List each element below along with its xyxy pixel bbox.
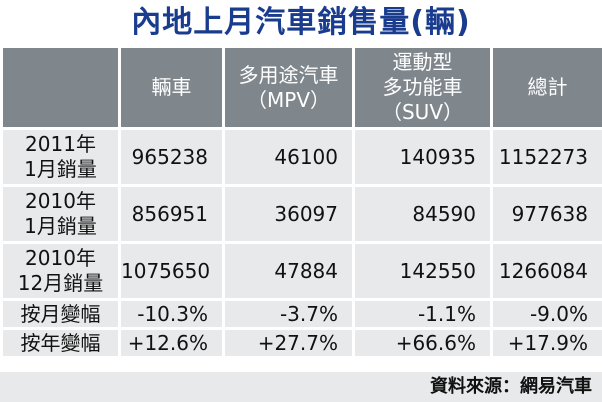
data-cell: +66.6% — [352, 327, 493, 359]
column-header: 多用途汽車 （MPV） — [222, 45, 355, 130]
text-line: 1月銷量 — [24, 157, 97, 181]
data-cell: 1152273 — [490, 127, 602, 187]
column-header: 運動型 多功能車 （SUV） — [352, 45, 493, 130]
header-row: 輛車 多用途汽車 （MPV） 運動型 多功能車 （SUV） 總計 — [0, 45, 602, 130]
text-line: 運動型 — [392, 50, 453, 74]
text-line: 2011年 — [25, 132, 96, 156]
column-header: 輛車 — [118, 45, 225, 130]
data-cell: 140935 — [352, 127, 493, 187]
text-line: 按月變幅 — [20, 301, 101, 326]
row-label: 按年變幅 — [0, 327, 121, 359]
column-header: 總計 — [490, 45, 602, 130]
data-cell: -1.1% — [352, 298, 493, 330]
data-cell: -9.0% — [490, 298, 602, 330]
data-cell: 46100 — [222, 127, 355, 187]
text-line: 1月銷量 — [24, 214, 97, 238]
text-line: 輛車 — [151, 75, 192, 99]
row-label: 2010年 1月銷量 — [0, 184, 121, 244]
text-line: （SUV） — [381, 100, 463, 124]
data-cell: +17.9% — [490, 327, 602, 359]
text-line: 12月銷量 — [17, 271, 104, 295]
data-cell: 977638 — [490, 184, 602, 244]
data-cell: 1075650 — [118, 241, 225, 301]
data-cell: 84590 — [352, 184, 493, 244]
sales-table: 輛車 多用途汽車 （MPV） 運動型 多功能車 （SUV） 總計 2011年 1月銷量 9652… — [0, 45, 602, 359]
data-cell: 965238 — [118, 127, 225, 187]
text-line: 按年變幅 — [20, 330, 101, 355]
text-line: 2010年 — [25, 189, 96, 213]
data-cell: -3.7% — [222, 298, 355, 330]
row-label: 2010年 12月銷量 — [0, 241, 121, 301]
data-cell: +12.6% — [118, 327, 225, 359]
data-cell: +27.7% — [222, 327, 355, 359]
data-cell: 142550 — [352, 241, 493, 301]
text-line: 多功能車 — [382, 75, 463, 99]
data-cell: 36097 — [222, 184, 355, 244]
text-line: 2010年 — [25, 246, 96, 270]
table-row: 2010年 12月銷量 1075650 47884 142550 1266084 — [0, 241, 602, 301]
data-cell: 47884 — [222, 241, 355, 301]
title: 內地上月汽車銷售量(輛) — [131, 5, 471, 40]
table-row: 按年變幅 +12.6% +27.7% +66.6% +17.9% — [0, 327, 602, 359]
data-cell: -10.3% — [118, 298, 225, 330]
text-line: （MPV） — [247, 87, 330, 112]
data-cell: 856951 — [118, 184, 225, 244]
table-row: 2010年 1月銷量 856951 36097 84590 977638 — [0, 184, 602, 244]
source-note: 資料來源：網易汽車 — [0, 372, 602, 402]
row-label: 2011年 1月銷量 — [0, 127, 121, 187]
text-line: 總計 — [527, 75, 568, 99]
table-body: 2011年 1月銷量 965238 46100 140935 1152273 2010年 1月… — [0, 127, 602, 359]
corner-cell — [0, 45, 121, 130]
table-row: 按月變幅 -10.3% -3.7% -1.1% -9.0% — [0, 298, 602, 330]
text-line: 多用途汽車 — [238, 62, 339, 87]
data-cell: 1266084 — [490, 241, 602, 301]
row-label: 按月變幅 — [0, 298, 121, 330]
table-row: 2011年 1月銷量 965238 46100 140935 1152273 — [0, 127, 602, 187]
